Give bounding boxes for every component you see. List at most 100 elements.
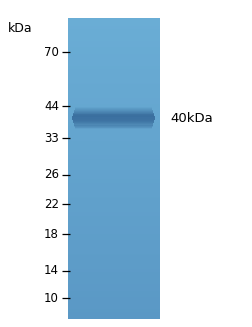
Bar: [68, 150, 159, 152]
Bar: [68, 248, 159, 250]
Bar: [68, 99, 159, 101]
Bar: [68, 48, 159, 50]
Bar: [68, 60, 159, 62]
Bar: [68, 207, 159, 209]
Bar: [68, 135, 159, 137]
Bar: [68, 114, 159, 116]
Bar: [68, 30, 159, 32]
Bar: [68, 71, 159, 73]
Bar: [68, 189, 159, 191]
Bar: [68, 97, 159, 99]
Bar: [75, 127, 151, 128]
Bar: [68, 153, 159, 155]
Bar: [68, 199, 159, 201]
Bar: [73, 112, 153, 113]
Bar: [68, 141, 159, 143]
Bar: [68, 274, 159, 277]
Bar: [68, 123, 159, 125]
Bar: [73, 113, 153, 114]
Bar: [68, 250, 159, 252]
Text: 44: 44: [44, 99, 59, 112]
Bar: [68, 171, 159, 173]
Bar: [68, 120, 159, 122]
Bar: [68, 165, 159, 167]
Bar: [68, 27, 159, 29]
Bar: [74, 110, 152, 112]
Bar: [68, 66, 159, 68]
Bar: [74, 109, 152, 110]
Bar: [68, 186, 159, 188]
Bar: [68, 18, 159, 20]
Bar: [68, 133, 159, 135]
Bar: [68, 45, 159, 47]
Bar: [68, 192, 159, 194]
Bar: [68, 216, 159, 218]
Bar: [68, 307, 159, 309]
Bar: [68, 213, 159, 215]
Bar: [68, 78, 159, 80]
Bar: [68, 56, 159, 58]
Bar: [68, 49, 159, 51]
Bar: [68, 164, 159, 165]
Bar: [68, 159, 159, 161]
Bar: [68, 266, 159, 267]
Bar: [68, 237, 159, 239]
Bar: [74, 125, 152, 127]
Bar: [73, 121, 153, 122]
Bar: [68, 304, 159, 306]
Bar: [74, 110, 152, 111]
Bar: [68, 21, 159, 23]
Bar: [68, 79, 159, 81]
Bar: [72, 118, 154, 119]
Bar: [72, 116, 154, 118]
Text: 14: 14: [44, 265, 59, 278]
Bar: [68, 181, 159, 183]
Bar: [68, 35, 159, 37]
Bar: [68, 28, 159, 30]
Bar: [68, 105, 159, 107]
Bar: [68, 75, 159, 77]
Bar: [68, 61, 159, 63]
Bar: [68, 261, 159, 263]
Bar: [68, 194, 159, 196]
Bar: [68, 26, 159, 27]
Bar: [68, 296, 159, 298]
Bar: [68, 140, 159, 142]
Bar: [68, 231, 159, 233]
Bar: [68, 39, 159, 41]
Bar: [68, 288, 159, 290]
Bar: [68, 234, 159, 236]
Bar: [68, 20, 159, 22]
Bar: [68, 24, 159, 26]
Bar: [68, 238, 159, 240]
Text: 70: 70: [44, 45, 59, 59]
Bar: [68, 41, 159, 43]
Bar: [68, 301, 159, 303]
Bar: [68, 219, 159, 221]
Text: 10: 10: [44, 291, 59, 304]
Bar: [68, 180, 159, 182]
Bar: [68, 64, 159, 66]
Bar: [68, 92, 159, 94]
Bar: [74, 111, 152, 112]
Bar: [68, 187, 159, 190]
Bar: [68, 104, 159, 106]
Bar: [68, 156, 159, 158]
Bar: [68, 110, 159, 112]
Bar: [68, 169, 159, 171]
Bar: [68, 245, 159, 247]
Bar: [68, 243, 159, 245]
Bar: [68, 300, 159, 302]
Bar: [68, 291, 159, 293]
Bar: [73, 121, 153, 122]
Bar: [68, 147, 159, 149]
Bar: [73, 123, 153, 124]
Bar: [68, 90, 159, 92]
Bar: [68, 217, 159, 219]
Bar: [68, 223, 159, 226]
Bar: [74, 124, 152, 125]
Bar: [68, 260, 159, 262]
Bar: [68, 202, 159, 204]
Bar: [68, 59, 159, 60]
Bar: [68, 258, 159, 260]
